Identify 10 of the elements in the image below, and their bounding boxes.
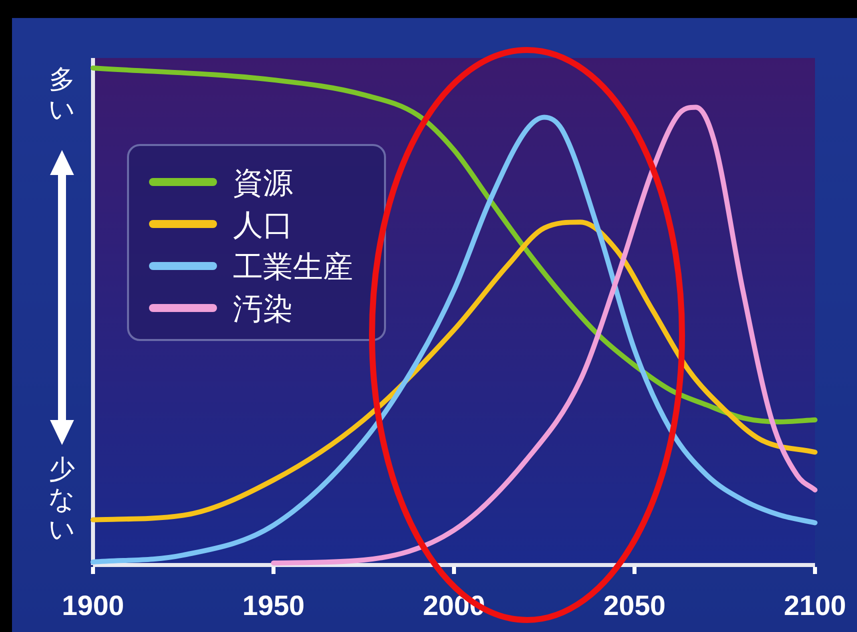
legend-label: 人口 <box>233 208 293 243</box>
legend-label: 汚染 <box>233 292 293 327</box>
x-tick-label: 1950 <box>242 590 305 621</box>
x-tick-label: 2100 <box>784 590 846 621</box>
text: 多い <box>48 65 76 125</box>
text: 少ない <box>48 455 76 545</box>
x-tick-label: 1900 <box>62 590 124 621</box>
legend-label: 資源 <box>233 166 293 201</box>
x-tick-label: 2050 <box>603 590 666 621</box>
legend-label: 工業生産 <box>233 250 353 285</box>
